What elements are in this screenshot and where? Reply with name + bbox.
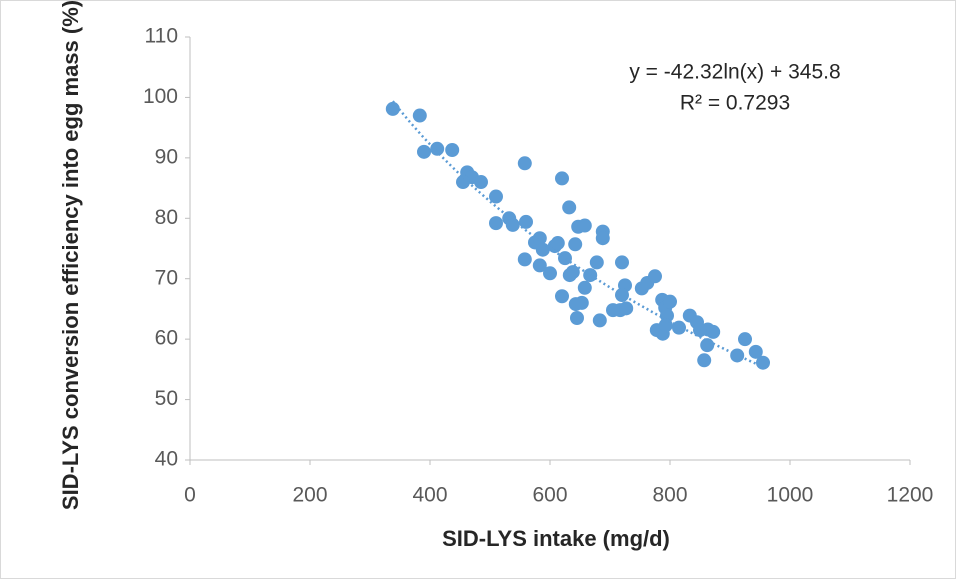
point: [706, 324, 721, 339]
point: [619, 301, 634, 316]
y-tick-label: 80: [155, 206, 178, 229]
x-tick-label: 800: [652, 484, 687, 507]
point: [672, 320, 686, 335]
point: [589, 255, 604, 270]
point: [517, 156, 532, 171]
point: [532, 258, 547, 273]
point: [445, 143, 460, 158]
y-tick-label: 40: [155, 448, 178, 471]
point: [697, 353, 712, 368]
y-tick-label: 60: [155, 327, 178, 350]
trendline: [391, 100, 764, 369]
point: [648, 269, 662, 284]
point: [456, 175, 470, 190]
point: [562, 268, 577, 283]
point: [577, 218, 592, 233]
point: [550, 236, 565, 251]
x-tick-label: 1200: [887, 484, 934, 507]
point: [535, 242, 550, 257]
point: [430, 141, 445, 156]
x-axis-label: SID-LYS intake (mg/d): [442, 526, 670, 551]
point: [385, 101, 400, 116]
point: [658, 318, 673, 333]
trend-equation: y = -42.32ln(x) + 345.8: [629, 61, 840, 84]
point: [615, 255, 629, 270]
point: [583, 268, 598, 283]
point: [574, 295, 589, 310]
point: [555, 289, 569, 304]
point: [748, 344, 763, 359]
y-tick-label: 100: [143, 85, 178, 108]
trend-r2: R² = 0.7293: [680, 92, 790, 115]
point: [577, 280, 592, 295]
y-tick-label: 110: [145, 25, 178, 48]
point: [738, 332, 752, 347]
point: [562, 200, 577, 215]
y-tick-label: 50: [155, 387, 178, 410]
point: [592, 313, 607, 328]
y-tick-label: 70: [155, 266, 178, 289]
point: [700, 338, 715, 353]
point: [517, 252, 532, 267]
x-tick-label: 400: [412, 484, 447, 507]
x-tick-label: 1000: [767, 484, 814, 507]
point: [519, 214, 533, 229]
y-tick-label: 90: [155, 145, 178, 168]
y-axis-label: SID-LYS conversion efficiency into egg m…: [58, 0, 83, 510]
point: [756, 355, 770, 370]
point: [663, 294, 677, 309]
point: [505, 217, 520, 232]
point: [489, 216, 503, 231]
point: [412, 108, 427, 123]
point: [568, 237, 583, 252]
x-tick-label: 200: [292, 484, 327, 507]
x-tick-label: 600: [532, 484, 567, 507]
point: [595, 231, 610, 246]
point: [558, 251, 572, 266]
point: [489, 189, 503, 204]
point: [417, 144, 431, 159]
point: [570, 310, 584, 325]
point: [555, 171, 569, 186]
point: [543, 266, 557, 281]
point: [474, 175, 488, 190]
x-tick-label: 0: [184, 484, 196, 507]
